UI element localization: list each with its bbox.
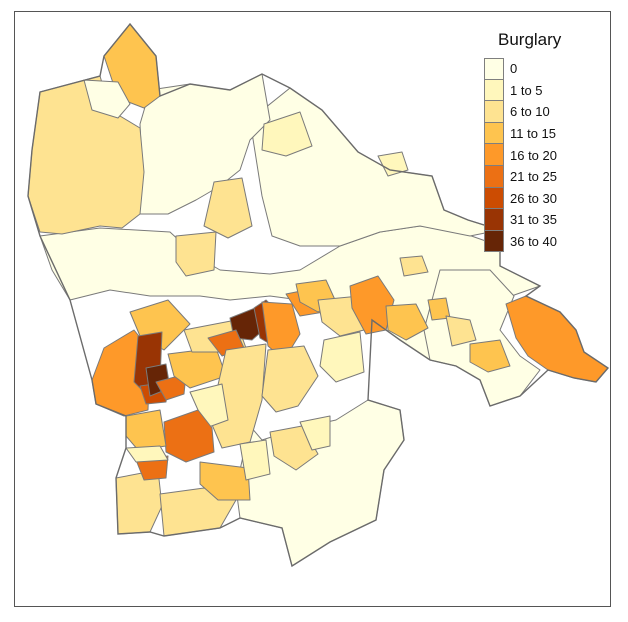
legend-title: Burglary: [498, 30, 562, 49]
region-class1-north[interactable]: [261, 111, 313, 157]
region-small-ne[interactable]: [377, 151, 409, 177]
legend-label: 26 to 30: [510, 190, 557, 206]
legend-swatch: [484, 58, 504, 80]
legend-label: 6 to 10: [510, 104, 550, 120]
legend-row: 31 to 35: [484, 209, 561, 231]
region-south-c3b[interactable]: [199, 461, 251, 501]
region-south-c2[interactable]: [115, 469, 163, 535]
region-south-c1b[interactable]: [299, 415, 331, 451]
legend-swatch: [484, 144, 504, 166]
legend-row: 16 to 20: [484, 144, 561, 166]
legend-row: 11 to 15: [484, 122, 561, 145]
region-east-c2[interactable]: [399, 255, 429, 277]
region-south-c1[interactable]: [125, 445, 169, 463]
legend-rows: 0 1 to 5 6 to 10 11 to 15 16 to 20 21 to 25 26…: [484, 58, 561, 253]
region-south-c1c[interactable]: [239, 439, 271, 481]
legend: Burglary 0 1 to 5 6 to 10 11 to 15 16 to 20 2…: [484, 30, 562, 253]
legend-label: 16 to 20: [510, 147, 557, 163]
region-north-c2[interactable]: [203, 177, 253, 239]
legend-row: 1 to 5: [484, 79, 561, 102]
legend-swatch: [484, 165, 504, 188]
legend-swatch: [484, 187, 504, 210]
region-south-c5[interactable]: [163, 409, 215, 463]
legend-label: 1 to 5: [510, 82, 543, 98]
region-south-c3[interactable]: [125, 409, 167, 451]
legend-label: 11 to 15: [510, 126, 557, 142]
region-north-east[interactable]: [249, 87, 501, 247]
region-south-c2b[interactable]: [159, 487, 237, 537]
legend-swatch: [484, 230, 504, 253]
legend-label: 21 to 25: [510, 169, 557, 185]
region-east-c3c[interactable]: [469, 339, 511, 373]
legend-swatch: [484, 209, 504, 231]
legend-label: 0: [510, 61, 518, 77]
legend-row: 36 to 40: [484, 230, 561, 253]
region-east-c2b[interactable]: [445, 315, 477, 347]
legend-row: 21 to 25: [484, 165, 561, 188]
legend-row: 6 to 10: [484, 101, 561, 123]
legend-swatch: [484, 101, 504, 123]
map-outline: [27, 22, 610, 568]
region-nw-white[interactable]: [83, 79, 131, 119]
legend-row: 0: [484, 58, 561, 80]
legend-swatch: [484, 122, 504, 145]
region-north-c2b[interactable]: [175, 231, 217, 277]
legend-label: 36 to 40: [510, 234, 557, 250]
legend-swatch: [484, 79, 504, 102]
legend-label: 31 to 35: [510, 212, 557, 228]
region-center-c1[interactable]: [319, 331, 365, 383]
legend-row: 26 to 30: [484, 187, 561, 210]
region-center-c2b[interactable]: [261, 345, 319, 413]
region-east-c3[interactable]: [385, 303, 429, 341]
